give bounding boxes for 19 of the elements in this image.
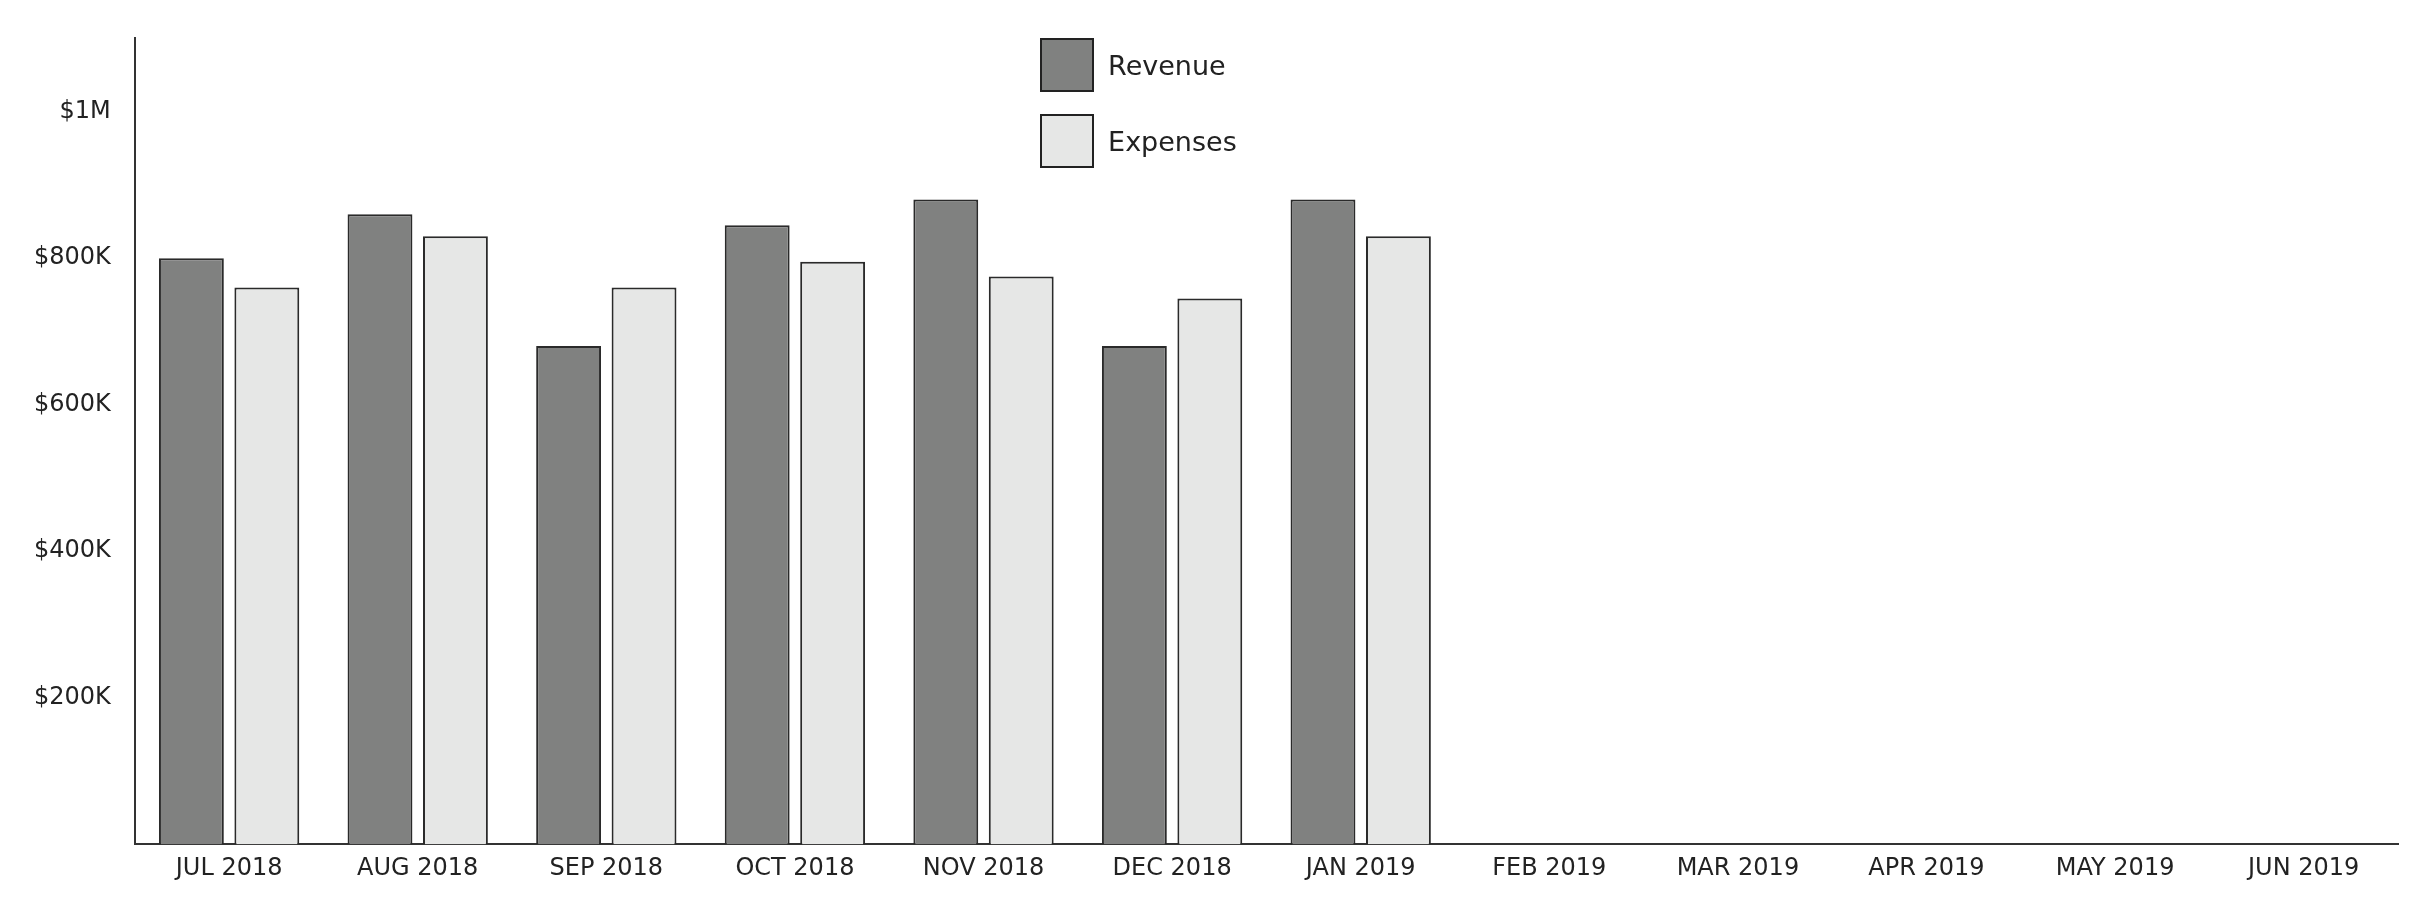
legend-label: Revenue [1108, 49, 1226, 81]
y-tick-label: $200K [33, 681, 113, 710]
x-tick-label: NOV 2018 [922, 852, 1045, 881]
x-tick-label: MAY 2019 [2055, 852, 2175, 881]
y-tick-label: $400K [33, 535, 113, 564]
x-tick-label: OCT 2018 [735, 852, 855, 881]
legend-label: Expenses [1108, 125, 1237, 157]
x-tick-label: JUN 2019 [2246, 852, 2360, 881]
y-tick-label: $800K [33, 242, 113, 271]
x-tick-label: JAN 2019 [1303, 852, 1416, 881]
x-tick-label: JUL 2018 [173, 852, 283, 881]
x-tick-label: SEP 2018 [549, 852, 664, 881]
x-tick-label: DEC 2018 [1112, 852, 1232, 881]
x-tick-label: APR 2019 [1868, 852, 1985, 881]
x-tick-label: FEB 2019 [1492, 852, 1607, 881]
y-tick-label: $1M [59, 95, 111, 124]
y-tick-label: $600K [33, 388, 113, 417]
x-tick-label: AUG 2018 [357, 852, 479, 881]
x-tick-label: MAR 2019 [1676, 852, 1800, 881]
